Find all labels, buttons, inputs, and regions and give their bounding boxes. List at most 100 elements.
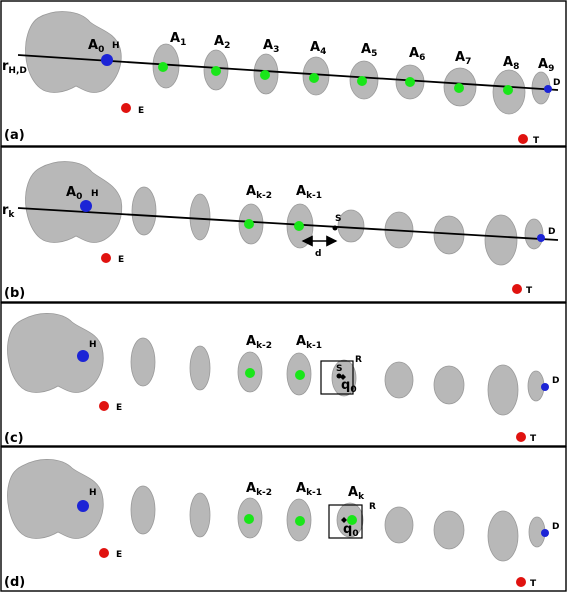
search-region-r <box>320 360 354 395</box>
point-label-d: D <box>552 376 559 386</box>
point-label-t: T <box>533 136 540 146</box>
point-label-d: D <box>548 227 555 237</box>
step-label-s: S <box>336 364 342 374</box>
anchor-label: Ak-1 <box>296 184 322 201</box>
panel-d: (d) H Ak-2 Ak-1 Ak R q0 D E T <box>0 446 567 592</box>
anchor-point <box>158 62 168 72</box>
anchor-label: A9 <box>538 57 554 74</box>
blob <box>130 485 156 535</box>
anchor-point <box>454 83 464 93</box>
endpoint-h <box>77 500 89 512</box>
panel-label: (a) <box>4 128 25 143</box>
anchor-label: A2 <box>214 34 230 51</box>
anchor-label: Ak <box>348 485 365 502</box>
point-label-e: E <box>116 550 122 560</box>
anchor-label: A1 <box>170 31 186 48</box>
blob <box>487 364 519 416</box>
anchor-point <box>294 221 304 231</box>
anchor-label: Ak-1 <box>296 334 322 351</box>
external-point-t <box>516 432 526 442</box>
anchor-label: A6 <box>409 46 425 63</box>
blob <box>384 506 414 544</box>
blob <box>131 186 157 236</box>
panel-b: (b) rk A0 H Ak-2 Ak-1 S d D E T <box>0 146 567 303</box>
anchor-point <box>347 515 357 525</box>
point-label-d: D <box>552 522 559 532</box>
blob <box>524 218 544 250</box>
blob <box>189 492 211 538</box>
point-label-t: T <box>526 286 533 296</box>
blob <box>384 361 414 399</box>
point-label-t: T <box>530 434 537 444</box>
blob <box>484 214 518 266</box>
anchor-point <box>405 77 415 87</box>
anchor-label: A7 <box>455 50 471 67</box>
reference-line <box>17 207 559 241</box>
anchor-point <box>357 76 367 86</box>
region-label-r: R <box>355 355 362 365</box>
distance-label: d <box>315 249 321 259</box>
point-label-h: H <box>91 189 99 199</box>
anchor-label: A3 <box>263 38 279 55</box>
point-label-e: E <box>138 106 144 116</box>
anchor-label: A0 <box>88 38 104 55</box>
blob <box>433 365 465 405</box>
anchor-point <box>295 516 305 526</box>
endpoint-h <box>77 350 89 362</box>
step-label-s: S <box>335 214 341 224</box>
step-point-s <box>332 225 338 231</box>
endpoint-d <box>544 85 552 93</box>
blob <box>130 337 156 387</box>
anchor-label: A8 <box>503 55 519 72</box>
point-label-d: D <box>553 78 560 88</box>
anchor-label: Ak-2 <box>246 334 272 351</box>
panel-label: (b) <box>4 286 25 301</box>
anchor-point <box>260 70 270 80</box>
candidate-point-q <box>341 517 347 523</box>
external-point-t <box>512 284 522 294</box>
anchor-point <box>295 370 305 380</box>
candidate-label-q: q0 <box>343 522 359 539</box>
endpoint-d <box>541 383 549 391</box>
external-point-e <box>101 253 111 263</box>
external-point-e <box>121 103 131 113</box>
large-blob <box>7 313 104 393</box>
large-blob <box>7 459 104 539</box>
anchor-point <box>244 219 254 229</box>
anchor-point <box>211 66 221 76</box>
candidate-point-q <box>340 374 346 380</box>
large-blob <box>25 161 123 243</box>
point-label-h: H <box>89 488 97 498</box>
blob <box>487 510 519 562</box>
external-point-t <box>516 577 526 587</box>
anchor-label: A4 <box>310 40 326 57</box>
point-label-t: T <box>530 579 537 589</box>
region-label-r: R <box>369 502 376 512</box>
candidate-label-q: q0 <box>341 378 357 395</box>
endpoint-h <box>80 200 92 212</box>
large-blob <box>25 11 122 93</box>
line-label: rH,D <box>2 59 27 76</box>
external-point-e <box>99 401 109 411</box>
blob <box>433 510 465 550</box>
line-label: rk <box>2 203 15 220</box>
panel-c: (c) H Ak-2 Ak-1 S R q0 D E T <box>0 302 567 447</box>
search-region-r <box>328 504 363 539</box>
endpoint-d <box>541 529 549 537</box>
endpoint-d <box>537 234 545 242</box>
panel-label: (c) <box>4 431 24 446</box>
anchor-point <box>503 85 513 95</box>
anchor-label: A5 <box>361 42 377 59</box>
external-point-t <box>518 134 528 144</box>
anchor-point <box>245 368 255 378</box>
blob <box>189 193 211 241</box>
panel-label: (d) <box>4 575 25 590</box>
blob <box>189 345 211 391</box>
external-point-e <box>99 548 109 558</box>
endpoint-h <box>101 54 113 66</box>
point-label-e: E <box>116 403 122 413</box>
panel-a: (a) rH,D A0 H A1 A2 A3 A4 A5 A6 A7 A8 A9… <box>0 0 567 147</box>
point-label-h: H <box>89 340 97 350</box>
anchor-point <box>309 73 319 83</box>
